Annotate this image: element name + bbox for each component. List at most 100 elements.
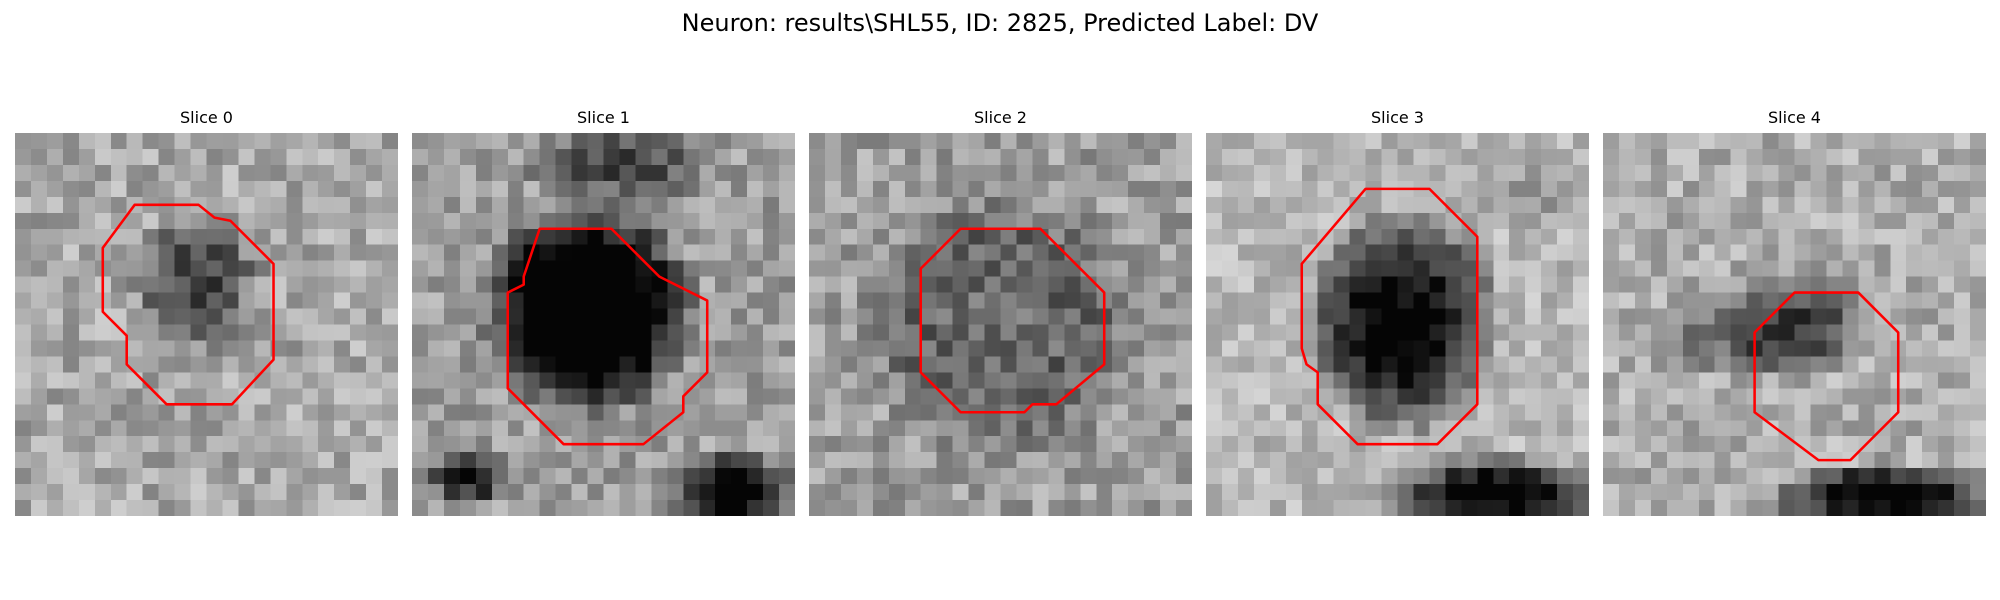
pixel (1365, 356, 1382, 373)
pixel (1698, 340, 1716, 357)
pixel (1666, 308, 1684, 325)
pixel (1890, 420, 1907, 437)
pixel (667, 436, 684, 453)
pixel (1666, 436, 1684, 453)
pixel (491, 356, 509, 373)
pixel (1842, 260, 1859, 277)
pixel (318, 133, 335, 150)
pixel (1682, 452, 1700, 469)
pixel (206, 404, 223, 421)
pixel (142, 308, 159, 325)
pixel (302, 148, 319, 166)
pixel (1285, 308, 1303, 325)
pixel (1906, 436, 1923, 453)
pixel (523, 292, 540, 309)
pixel (1112, 196, 1129, 214)
slice-image-3 (1206, 133, 1589, 516)
pixel (968, 356, 985, 373)
pixel (747, 133, 764, 150)
pixel (1429, 484, 1446, 501)
pixel (270, 148, 287, 166)
pixel (382, 276, 398, 293)
pixel (1874, 196, 1891, 214)
pixel (1429, 228, 1446, 246)
pixel (731, 148, 748, 166)
pixel (158, 228, 175, 246)
neuron-contour (506, 227, 709, 446)
pixel (555, 388, 572, 405)
pixel (523, 372, 540, 389)
pixel (888, 276, 906, 293)
pixel (174, 276, 191, 293)
pixel (254, 260, 271, 277)
pixel (699, 452, 716, 469)
slice-panel-3: Slice 3 (1206, 108, 1589, 516)
pixel (1573, 148, 1589, 166)
pixel (1477, 484, 1494, 501)
pixel (587, 420, 604, 437)
slice-image-1 (412, 133, 795, 516)
pixel (1221, 372, 1239, 389)
pixel (587, 388, 604, 405)
pixel (809, 356, 826, 373)
pixel (1016, 244, 1033, 261)
pixel (1762, 436, 1779, 453)
pixel (920, 180, 937, 198)
pixel (1112, 436, 1129, 453)
pixel (1954, 276, 1971, 293)
pixel (571, 180, 588, 198)
pixel (302, 164, 319, 182)
pixel (1954, 244, 1971, 261)
pixel (731, 292, 748, 309)
pixel (238, 340, 255, 357)
pixel (94, 468, 112, 485)
pixel (1826, 244, 1843, 261)
pixel (539, 404, 556, 421)
pixel (238, 292, 255, 309)
pixel (1112, 292, 1129, 309)
pixel (1144, 388, 1161, 405)
pixel (174, 468, 191, 485)
pixel (1096, 372, 1113, 389)
pixel (1618, 388, 1636, 405)
pixel (412, 180, 429, 198)
pixel (603, 244, 620, 261)
pixel (824, 340, 842, 357)
pixel (539, 356, 556, 373)
pixel (46, 148, 64, 166)
pixel (1557, 276, 1574, 293)
pixel (412, 452, 429, 469)
pixel (1922, 484, 1939, 501)
pixel (936, 244, 953, 261)
pixel (1160, 148, 1177, 166)
pixel (1413, 484, 1430, 501)
pixel (603, 308, 620, 325)
pixel (1317, 212, 1334, 230)
pixel (334, 308, 351, 325)
pixel (555, 180, 572, 198)
pixel (491, 372, 509, 389)
pixel (350, 340, 367, 357)
pixel (1016, 212, 1033, 230)
pixel (824, 292, 842, 309)
pixel (1285, 452, 1303, 469)
pixel (747, 404, 764, 421)
pixel (1285, 356, 1303, 373)
pixel (1000, 500, 1017, 516)
pixel (968, 276, 985, 293)
pixel (110, 340, 128, 357)
pixel (142, 500, 159, 516)
pixel (1603, 484, 1620, 501)
pixel (1525, 276, 1542, 293)
pixel (427, 452, 445, 469)
pixel (1541, 133, 1558, 150)
pixel (1237, 148, 1255, 166)
pixel (1557, 133, 1574, 150)
pixel (1461, 324, 1478, 341)
pixel (1525, 244, 1542, 261)
pixel (190, 388, 207, 405)
pixel (1221, 228, 1239, 246)
pixel (1269, 436, 1287, 453)
pixel (1206, 436, 1223, 453)
pixel (1762, 164, 1779, 182)
